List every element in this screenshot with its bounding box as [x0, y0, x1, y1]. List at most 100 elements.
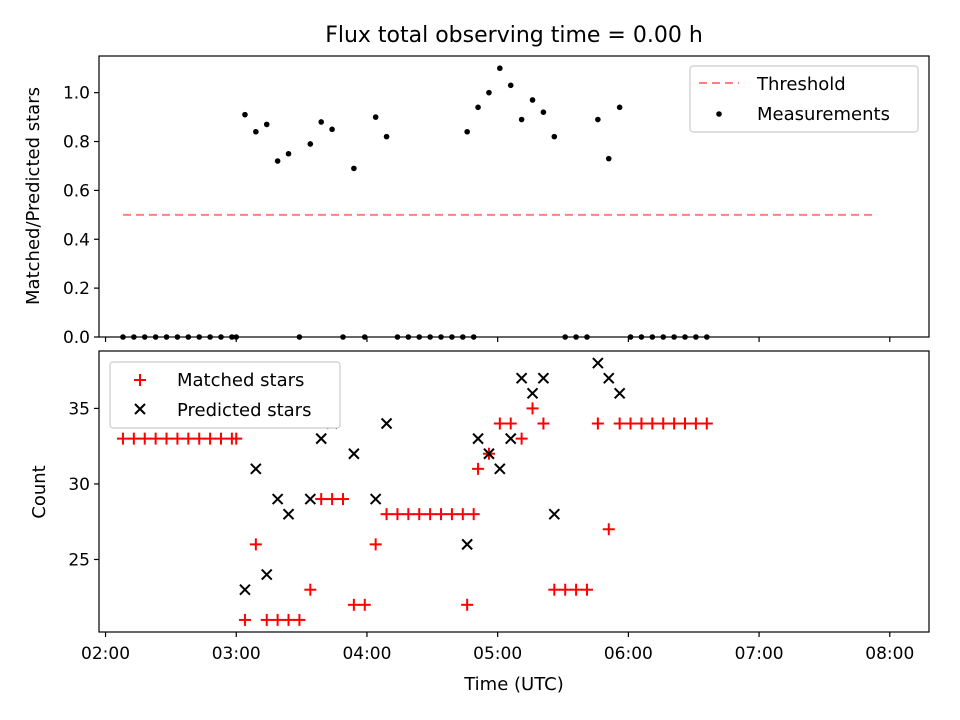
- measurement-point: [229, 334, 235, 340]
- top-y-ticks: 0.0 0.2 0.4 0.6 0.8 1.0: [63, 84, 99, 348]
- bottom-y-ticks: 25 30 35: [68, 399, 99, 570]
- matched-star-marker: [249, 538, 262, 551]
- bottom-panel: 25 30 35 02:00 03:00 04:00 05:00 06:00 07:00 08:…: [29, 350, 930, 695]
- matched-star-marker: [380, 508, 393, 521]
- matched-star-marker: [624, 417, 637, 430]
- measurement-point: [449, 334, 455, 340]
- measurement-point: [562, 334, 568, 340]
- measurement-point: [573, 334, 579, 340]
- matched-star-marker: [537, 417, 550, 430]
- matched-star-marker: [315, 493, 328, 506]
- measurement-point: [329, 126, 335, 133]
- top-y-tick-label: 0.0: [63, 328, 90, 348]
- measurement-point: [163, 334, 170, 340]
- top-axes-frame: [98, 55, 930, 338]
- measurement-point: [185, 334, 192, 340]
- legend-matched-swatch: [134, 374, 146, 386]
- measurement-point: [394, 334, 401, 340]
- matched-star-marker: [160, 432, 173, 445]
- x-tick-label: 07:00: [735, 644, 784, 664]
- predicted-star-marker: [515, 372, 528, 384]
- legend-predicted-label: Predicted stars: [177, 400, 311, 421]
- measurement-point: [605, 155, 612, 162]
- measurement-point: [616, 104, 623, 111]
- measurement-points: [120, 65, 710, 340]
- matched-star-marker: [413, 508, 426, 521]
- measurement-point: [152, 334, 159, 340]
- measurement-point: [486, 89, 492, 96]
- x-tick-label: 04:00: [342, 644, 391, 664]
- matched-star-marker: [260, 613, 273, 626]
- legend-measurements-label: Measurements: [757, 104, 890, 125]
- matched-star-marker: [358, 598, 371, 611]
- x-tick-label: 06:00: [604, 644, 653, 664]
- matched-star-marker: [326, 493, 339, 506]
- predicted-star-marker: [271, 493, 284, 505]
- x-tick-label: 02:00: [81, 644, 130, 664]
- predicted-star-marker: [348, 448, 360, 460]
- matched-star-marker: [548, 583, 561, 596]
- matched-star-marker: [149, 432, 162, 445]
- measurement-point: [233, 334, 240, 340]
- matched-star-marker: [435, 508, 448, 521]
- measurement-point: [682, 334, 688, 340]
- measurement-point: [141, 334, 148, 340]
- predicted-star-marker: [613, 387, 626, 400]
- matched-star-marker: [445, 508, 458, 521]
- matched-star-marker: [515, 432, 528, 445]
- measurement-point: [529, 97, 536, 103]
- measurement-point: [470, 334, 477, 340]
- measurement-point: [671, 334, 677, 340]
- measurement-point: [131, 334, 137, 340]
- predicted-star-marker: [483, 448, 495, 460]
- matched-star-marker: [602, 523, 615, 536]
- measurement-point: [296, 334, 303, 340]
- matched-star-marker: [526, 402, 539, 415]
- matched-star-marker: [369, 538, 382, 551]
- matched-star-marker: [456, 508, 469, 521]
- measurement-point: [372, 114, 379, 120]
- top-y-tick-label: 1.0: [63, 84, 90, 104]
- matched-star-marker: [657, 417, 670, 430]
- measurement-point: [174, 334, 181, 340]
- measurement-point: [649, 334, 656, 340]
- predicted-star-marker: [250, 463, 262, 475]
- matched-star-marker: [347, 598, 360, 611]
- matched-star-marker: [635, 417, 648, 430]
- matched-star-marker: [127, 432, 140, 445]
- predicted-star-marker: [603, 372, 615, 384]
- matched-star-marker: [193, 432, 206, 445]
- measurement-point: [551, 133, 558, 140]
- matched-star-marker: [467, 508, 480, 521]
- matched-star-marker: [493, 417, 506, 430]
- measurement-point: [405, 334, 412, 340]
- measurement-point: [703, 334, 710, 340]
- matched-star-marker: [214, 432, 227, 445]
- bottom-y-axis-label: Count: [29, 465, 50, 518]
- measurement-point: [427, 334, 433, 340]
- measurement-point: [627, 334, 634, 340]
- predicted-star-marker: [304, 493, 317, 505]
- predicted-star-marker: [548, 508, 561, 520]
- legend-predicted-swatch: [134, 403, 146, 415]
- matched-star-marker: [204, 432, 217, 445]
- matched-star-marker: [668, 417, 681, 430]
- predicted-star-marker: [380, 417, 393, 430]
- measurement-point: [497, 65, 503, 72]
- matched-star-marker: [230, 432, 243, 445]
- measurement-point: [693, 334, 699, 340]
- measurement-point: [351, 165, 357, 172]
- matched-star-marker: [282, 613, 295, 626]
- measurement-point: [218, 334, 224, 340]
- top-y-axis-label: Matched/Predicted stars: [23, 87, 44, 305]
- x-axis-label: Time (UTC): [463, 674, 564, 695]
- measurement-point: [660, 334, 667, 340]
- bottom-y-tick-label: 35: [68, 399, 90, 419]
- measurement-point: [518, 116, 525, 123]
- measurement-point: [274, 158, 281, 164]
- predicted-star-marker: [472, 432, 484, 445]
- measurement-point: [475, 104, 481, 111]
- measurement-point: [285, 150, 292, 157]
- legend-threshold-label: Threshold: [756, 74, 846, 95]
- predicted-star-marker: [239, 583, 251, 596]
